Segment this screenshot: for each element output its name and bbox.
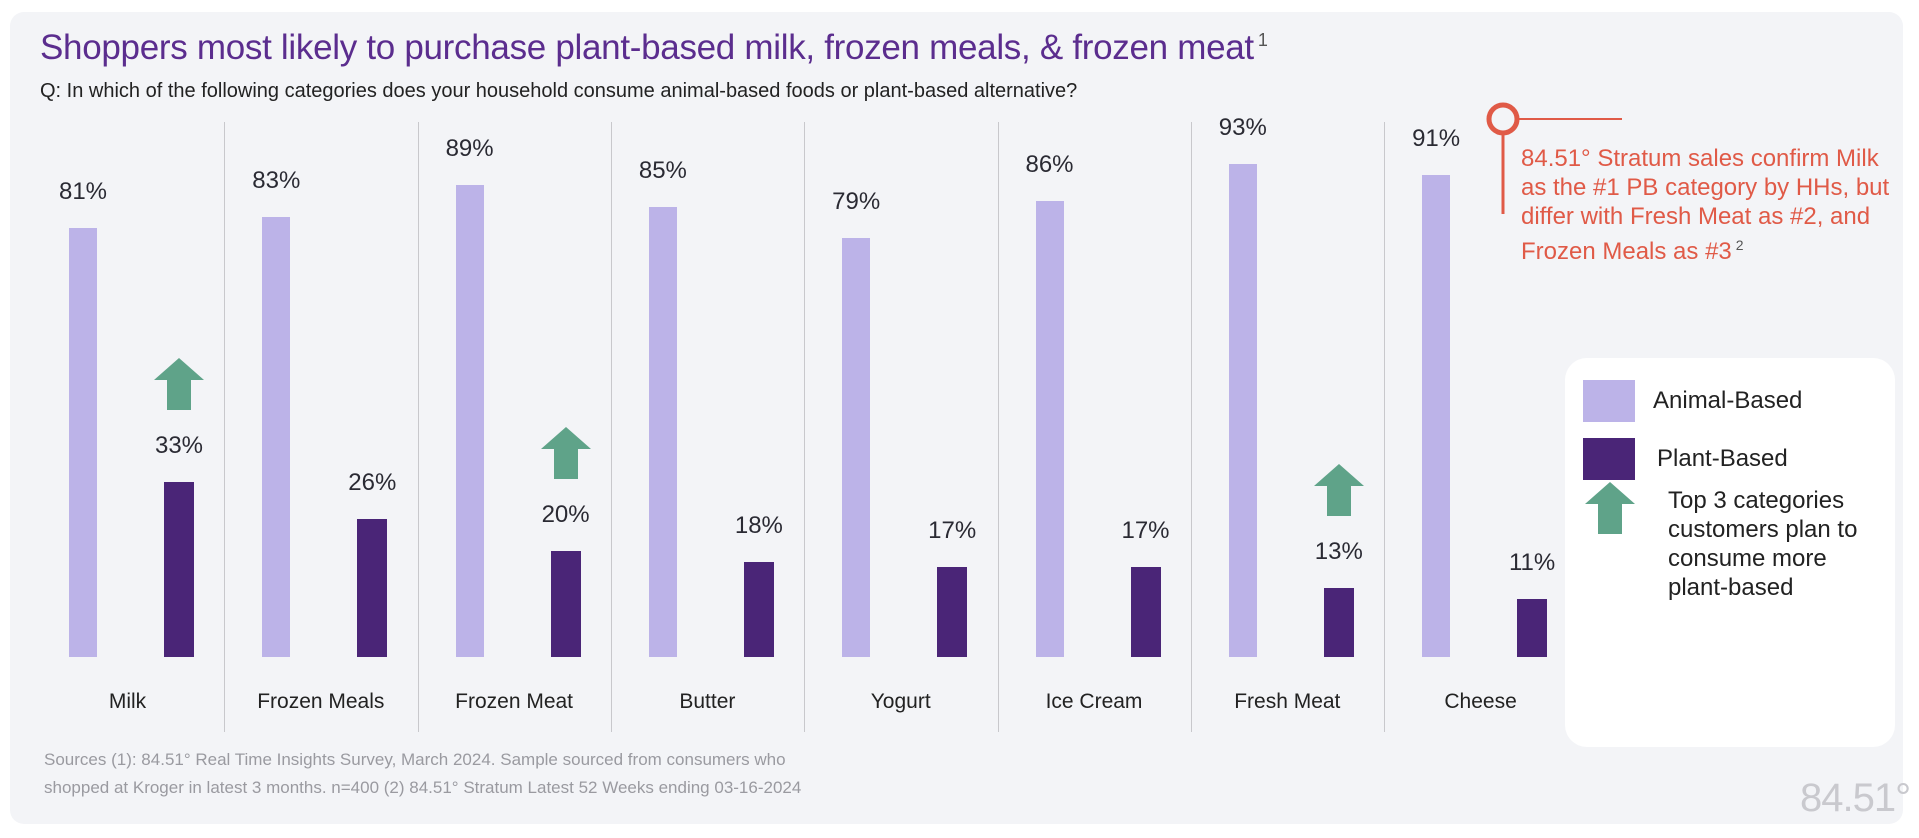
data-label-plant: 13% (1314, 538, 1363, 566)
bar-plant (550, 551, 581, 657)
bar-animal (1422, 174, 1451, 657)
legend-swatch-plant (1583, 438, 1635, 480)
data-label-plant: 20% (541, 501, 590, 528)
data-label-animal: 93% (1218, 114, 1267, 142)
bar-animal (1228, 164, 1257, 657)
data-label-animal: 85% (638, 156, 687, 184)
category-label: Milk (108, 690, 147, 713)
bar-plant (743, 561, 774, 657)
title-footnote: 1 (1257, 30, 1268, 50)
bar-animal (69, 227, 97, 657)
category-label: Butter (679, 690, 736, 713)
data-label-plant: 11% (1508, 548, 1556, 576)
up-arrow-icon (154, 358, 204, 411)
bar-plant (164, 482, 194, 657)
column-divider (804, 122, 806, 732)
chart-title: Shoppers most likely to purchase plant-b… (40, 28, 1268, 67)
column-divider (997, 122, 999, 732)
legend-label-animal: Animal-Based (1653, 387, 1803, 414)
category-label: Cheese (1444, 690, 1517, 713)
callout-annotation: 84.51° Stratum sales confirm Milk as the… (1521, 145, 1890, 265)
bar-animal (1035, 201, 1064, 657)
bar-plant (1323, 588, 1354, 657)
data-label-animal: 86% (1025, 151, 1074, 179)
sources-line-2: shopped at Kroger in latest 3 months. n=… (44, 778, 802, 797)
column-divider (417, 122, 419, 732)
data-label-plant: 18% (734, 511, 783, 539)
legend-label-arrow: Top 3 categories customers plan to consu… (1668, 487, 1858, 601)
data-label-plant: 17% (928, 516, 977, 544)
column-divider (1384, 122, 1386, 732)
column-divider (1190, 122, 1192, 732)
column-divider (224, 122, 226, 732)
bar-plant (357, 519, 388, 657)
chart-subtitle: Q: In which of the following categories … (40, 80, 1078, 102)
category-label: Fresh Meat (1234, 690, 1341, 713)
data-label-plant: 26% (348, 469, 397, 497)
data-label-plant: 17% (1121, 516, 1170, 544)
up-arrow-icon (1313, 464, 1364, 517)
up-arrow-icon (1585, 482, 1635, 534)
up-arrow-icon (540, 427, 591, 479)
callout-pin-icon (1486, 102, 1622, 214)
category-label: Frozen Meals (257, 690, 385, 713)
data-label-animal: 83% (252, 167, 301, 195)
data-label-animal: 79% (832, 188, 881, 216)
category-label: Ice Cream (1045, 690, 1143, 713)
legend: Animal-Based Plant-Based Top 3 categorie… (1565, 358, 1895, 747)
data-label-plant: 33% (154, 432, 204, 460)
category-label: Frozen Meat (455, 690, 574, 713)
annotation-footnote: 2 (1735, 237, 1744, 253)
bar-animal (262, 217, 291, 657)
sources-footnote: Sources (1): 84.51° Real Time Insights S… (44, 746, 1044, 802)
legend-label-plant: Plant-Based (1657, 445, 1788, 472)
bar-animal (648, 206, 677, 657)
data-label-animal: 89% (445, 135, 494, 163)
bar-animal (842, 238, 871, 657)
category-label: Yogurt (870, 690, 931, 713)
column-divider (610, 122, 612, 732)
brand-logo: 84.51° (1800, 776, 1911, 820)
sources-line-1: Sources (1): 84.51° Real Time Insights S… (44, 750, 786, 769)
legend-swatch-animal (1583, 380, 1635, 422)
bar-plant (937, 566, 968, 657)
bar-plant (1130, 566, 1161, 657)
bar-animal (455, 185, 484, 657)
data-label-animal: 91% (1412, 124, 1461, 152)
data-label-animal: 81% (58, 177, 108, 205)
bar-plant (1517, 598, 1548, 657)
